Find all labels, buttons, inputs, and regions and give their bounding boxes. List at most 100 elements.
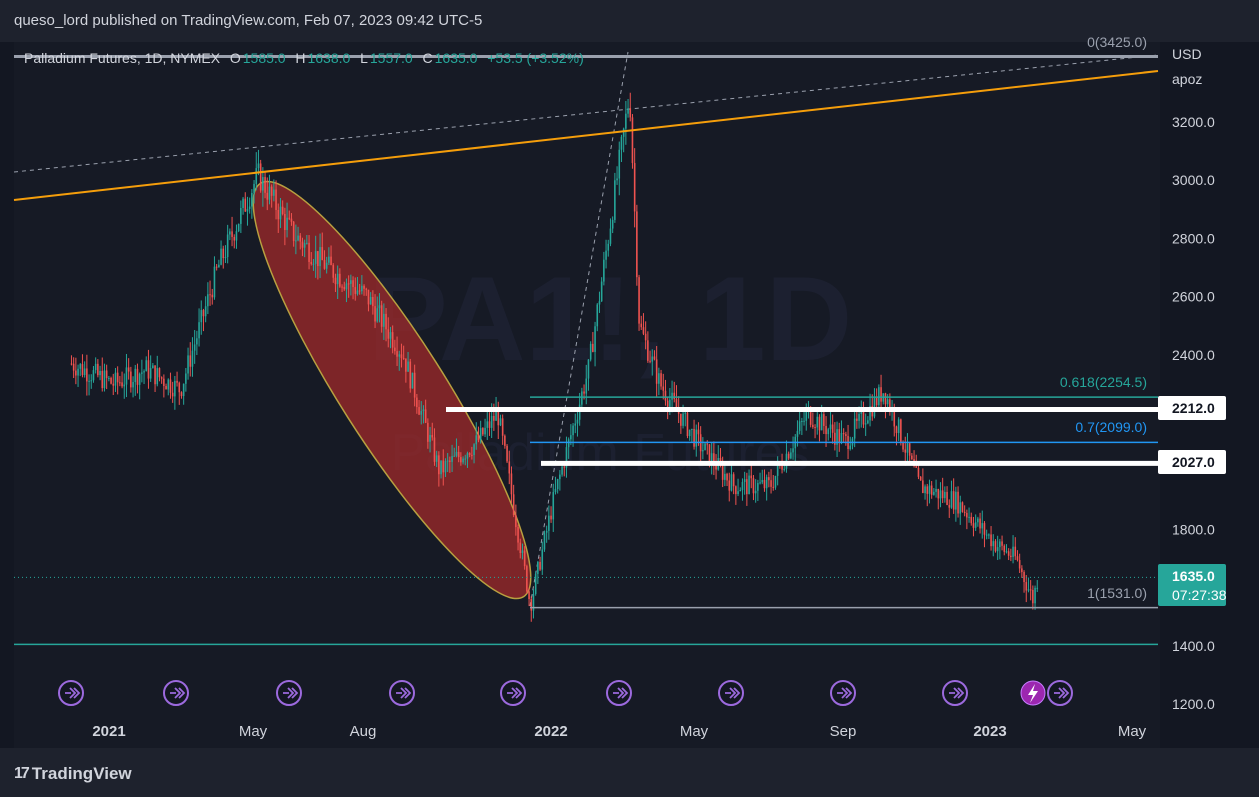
candle-body (147, 360, 150, 379)
candle-body (400, 354, 403, 359)
candle-body (270, 186, 273, 196)
candle-body (834, 432, 836, 445)
candle-body (581, 391, 583, 405)
candle-body (1014, 546, 1017, 557)
candle-body (526, 566, 528, 592)
candle-body (532, 593, 535, 611)
symbol-legend: Palladium Futures, 1D, NYMEX O 1585.0 H 16… (24, 50, 586, 66)
candle-body (996, 547, 999, 552)
candle-body (301, 241, 304, 248)
candle-body (288, 217, 291, 219)
candle-body (356, 290, 359, 294)
event-arrow-icon (613, 687, 629, 699)
legend-low-key: L (360, 50, 368, 66)
candle-body (567, 439, 570, 448)
candle-body (959, 502, 962, 514)
candle-body (966, 512, 968, 518)
candle-body (268, 186, 271, 200)
candle-body (746, 479, 748, 495)
candle-body (378, 305, 381, 309)
candle-body (251, 192, 253, 207)
candle-body (431, 434, 434, 438)
candle-body (372, 297, 374, 307)
candle-body (257, 163, 260, 169)
candle-body (119, 382, 121, 384)
candle-body (77, 368, 79, 376)
candle-body (853, 418, 856, 439)
candle-body (295, 240, 297, 242)
candle-body (585, 378, 588, 394)
candle-body (981, 523, 984, 529)
candle-body (405, 358, 407, 372)
candle-body (616, 178, 618, 181)
candle-body (235, 231, 238, 241)
candle-body (391, 332, 394, 348)
candle-body (636, 211, 638, 278)
candle-body (449, 460, 451, 462)
candle-body (325, 262, 328, 269)
time-tick: May (680, 723, 709, 740)
candle-body (957, 491, 959, 514)
candle-body (994, 541, 997, 552)
candle-body (739, 490, 742, 492)
candle-body (631, 117, 634, 164)
candle-body (961, 502, 964, 512)
candle-body (312, 263, 315, 265)
candle-body (842, 433, 845, 435)
candle-body (805, 411, 808, 421)
candle-body (490, 415, 493, 428)
legend-symbol: Palladium Futures, 1D, NYMEX (24, 50, 221, 66)
candle-body (114, 372, 117, 386)
candle-body (187, 355, 189, 374)
candle-body (708, 444, 711, 466)
candle-body (121, 382, 123, 387)
candle-body (737, 491, 739, 495)
candle-body (226, 234, 229, 257)
candle-body (622, 128, 625, 137)
candle-body (462, 458, 464, 463)
candle-body (743, 479, 746, 482)
last-price-text: 1635.0 (1172, 568, 1215, 584)
candle-body (409, 361, 412, 389)
candle-body (836, 429, 838, 445)
candle-body (407, 361, 409, 372)
candle-body (182, 383, 185, 397)
candle-body (563, 466, 566, 468)
time-tick: May (239, 723, 268, 740)
candle-body (169, 379, 172, 393)
candle-body (273, 189, 275, 196)
candle-body (418, 407, 420, 415)
candle-body (330, 256, 332, 266)
candle-body (211, 294, 214, 298)
candle-body (284, 213, 286, 231)
candle-body (429, 434, 431, 442)
candle-body (365, 288, 368, 290)
chart-area[interactable] (14, 42, 1160, 748)
candle-body (783, 468, 786, 470)
candle-body (680, 413, 682, 426)
candle-body (86, 368, 88, 382)
candle-body (204, 306, 207, 317)
candle-body (673, 392, 676, 400)
candle-body (484, 427, 486, 435)
event-arrow-icon (837, 687, 853, 699)
candle-body (136, 368, 139, 385)
candle-body (693, 428, 695, 447)
candle-body (451, 456, 453, 462)
candle-body (424, 409, 427, 423)
candle-body (486, 421, 489, 428)
candle-body (761, 479, 764, 483)
candle-body (209, 294, 211, 296)
candle-body (501, 418, 504, 436)
candle-body (92, 370, 95, 381)
candle-body (517, 527, 519, 543)
candle-body (649, 360, 651, 362)
candle-body (642, 327, 645, 334)
tradingview-logo[interactable]: 17 TradingView (14, 764, 132, 784)
candle-body (438, 455, 440, 475)
candle-body (1034, 587, 1036, 604)
candle-body (457, 451, 460, 458)
candle-body (970, 516, 973, 524)
candle-body (1001, 541, 1003, 546)
